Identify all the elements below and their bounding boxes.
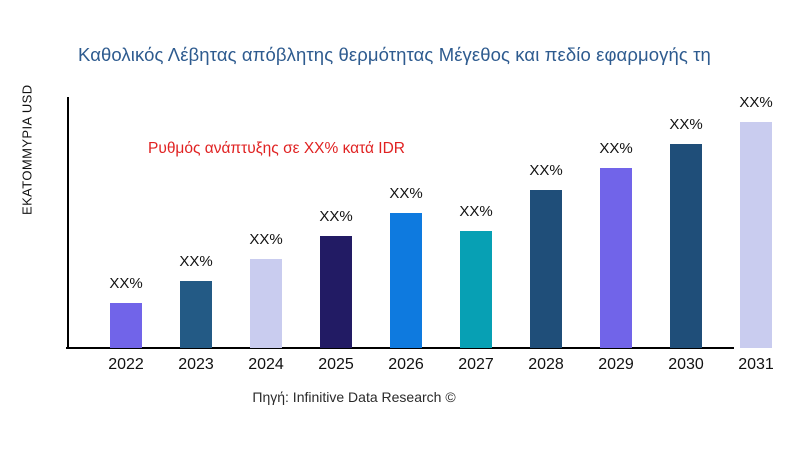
x-tick-label-2025: 2025 [318,356,354,373]
bar-value-label-2025: XX% [319,208,353,225]
bar-value-label-2031: XX% [739,94,773,111]
x-tick-label-2029: 2029 [598,356,634,373]
x-tick-label-2024: 2024 [248,356,284,373]
bar-2028 [530,190,562,348]
bar-value-label-2029: XX% [599,140,633,157]
bar-2025 [320,236,352,348]
bar-value-label-2024: XX% [249,231,283,248]
x-tick-label-2026: 2026 [388,356,424,373]
x-axis-line [66,347,734,349]
bar-value-label-2023: XX% [179,253,213,270]
x-tick-label-2022: 2022 [108,356,144,373]
bar-2023 [180,281,212,348]
x-tick-label-2030: 2030 [668,356,704,373]
x-tick-label-2031: 2031 [738,356,774,373]
chart-title: Καθολικός Λέβητας απόβλητης θερμότητας Μ… [78,44,711,65]
bar-value-label-2026: XX% [389,185,423,202]
source-attribution: Πηγή: Infinitive Data Research © [252,389,456,405]
bar-2030 [670,144,702,348]
bar-value-label-2027: XX% [459,203,493,220]
bar-value-label-2022: XX% [109,275,143,292]
bar-value-label-2030: XX% [669,116,703,133]
bar-2026 [390,213,422,348]
y-axis-title: ΕΚΑΤΟΜΜΥΡΙΑ USD [19,84,35,216]
x-tick-label-2027: 2027 [458,356,494,373]
bar-2024 [250,259,282,348]
bar-2031 [740,122,772,348]
bar-2029 [600,168,632,348]
y-axis-line [67,97,69,349]
bar-value-label-2028: XX% [529,162,563,179]
bar-2022 [110,303,142,348]
x-tick-label-2023: 2023 [178,356,214,373]
bar-2027 [460,231,492,348]
x-tick-label-2028: 2028 [528,356,564,373]
growth-rate-annotation: Ρυθμός ανάπτυξης σε XX% κατά IDR [148,140,405,157]
